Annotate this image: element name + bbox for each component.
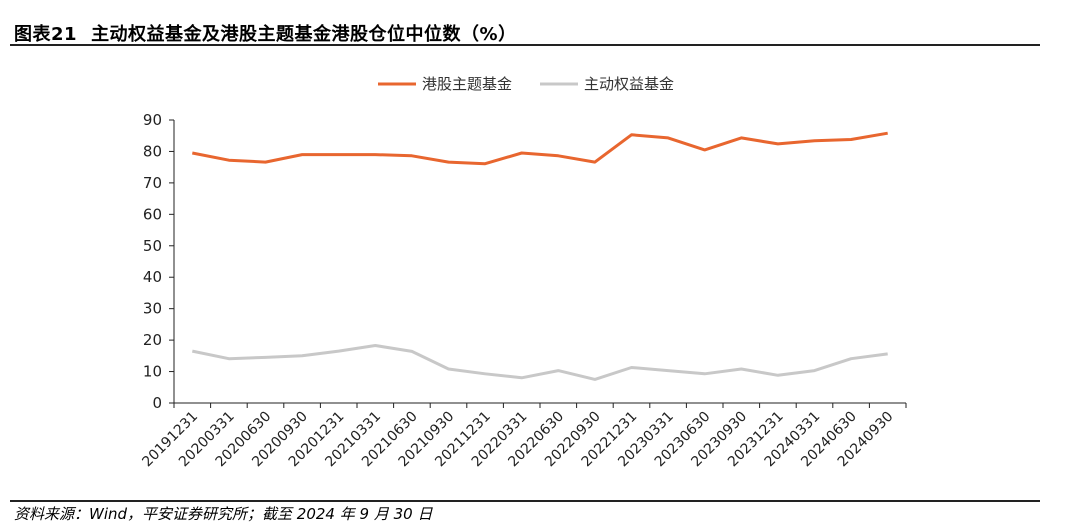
figure-title-row: 图表21 主动权益基金及港股主题基金港股仓位中位数（%）	[14, 20, 517, 46]
source-rule	[10, 500, 1040, 502]
series-line-0	[192, 131, 888, 166]
y-tick-label: 60	[143, 205, 162, 223]
y-axis: 0 10 20 30 40 50 60 70 80 90	[143, 111, 175, 412]
y-tick-label: 70	[143, 174, 162, 192]
y-tick-label: 90	[143, 111, 162, 129]
legend: 港股主题基金 主动权益基金	[378, 75, 674, 93]
y-tick-label: 30	[143, 300, 162, 318]
series-group	[191, 131, 888, 381]
x-axis: 2019123120200331202006302020093020201231…	[139, 402, 907, 470]
source-note: 资料来源：Wind，平安证券研究所；截至 2024 年 9 月 30 日	[14, 505, 433, 523]
legend-label-1: 主动权益基金	[584, 75, 674, 93]
legend-label-0: 港股主题基金	[422, 75, 512, 93]
y-tick-label: 40	[143, 268, 162, 286]
series-line-1	[191, 344, 888, 381]
y-tick-label: 0	[152, 394, 162, 412]
figure-label: 图表21	[14, 24, 78, 45]
figure-title: 主动权益基金及港股主题基金港股仓位中位数（%）	[91, 24, 517, 45]
y-tick-label: 10	[143, 363, 162, 381]
title-rule	[10, 44, 1040, 46]
y-tick-label: 50	[143, 237, 162, 255]
y-tick-label: 80	[143, 142, 162, 160]
line-chart: 港股主题基金 主动权益基金 0 10 20 30 40 50 60 70 80 90 2019123…	[139, 75, 907, 470]
y-tick-label: 20	[143, 331, 162, 349]
